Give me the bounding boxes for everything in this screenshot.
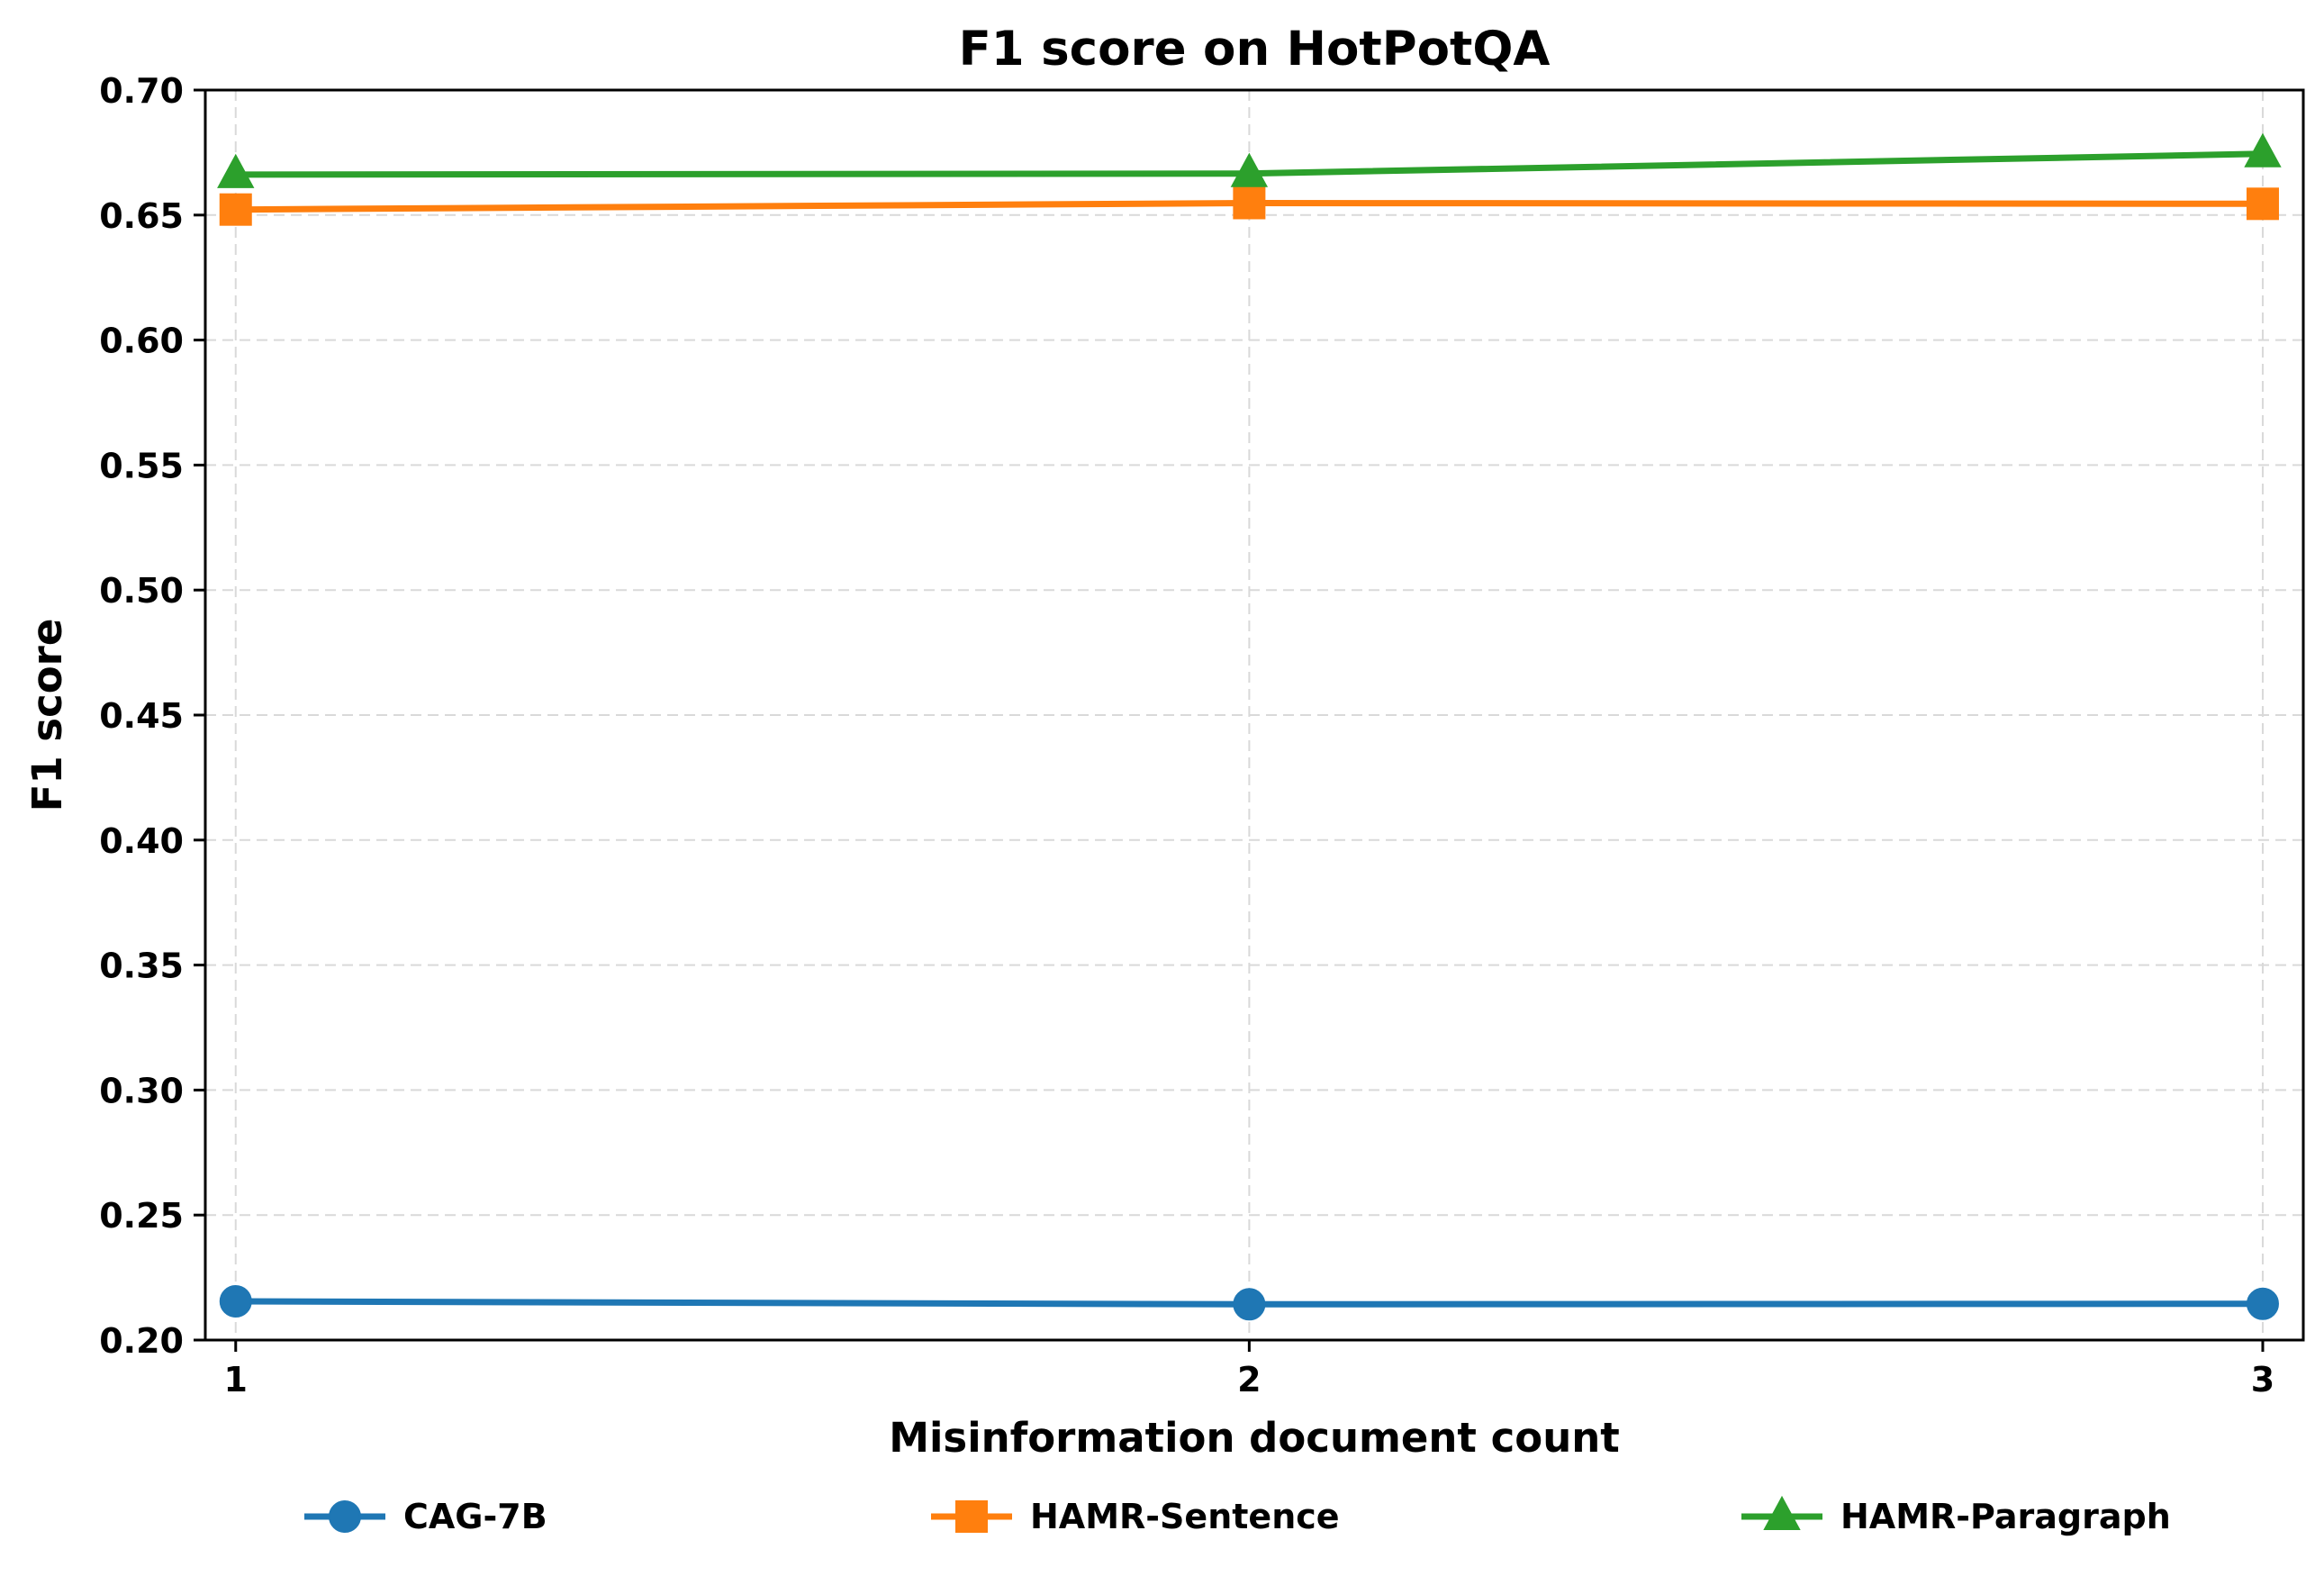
- data-point-hamr-paragraph: [217, 153, 255, 188]
- y-tick-label: 0.35: [99, 947, 184, 986]
- chart-title: F1 score on HotPotQA: [959, 22, 1551, 77]
- x-tick-label: 3: [2251, 1360, 2274, 1399]
- legend-marker-hamr-sentence: [955, 1500, 988, 1533]
- y-tick-label: 0.70: [99, 71, 184, 111]
- y-tick-label: 0.50: [99, 571, 184, 611]
- y-tick-label: 0.40: [99, 821, 184, 861]
- y-tick-label: 0.20: [99, 1321, 184, 1361]
- axis-layer: 0.20 0.25 0.30 0.35 0.40 0.45 0.50 0.55 0.60 0.65…: [99, 71, 2274, 1399]
- data-point-cag-7b: [219, 1284, 252, 1318]
- y-tick-label: 0.55: [99, 446, 184, 485]
- legend-label-hamr-paragraph: HAMR-Paragraph: [1840, 1497, 2171, 1536]
- y-axis-label: F1 score: [23, 619, 71, 812]
- y-tick-label: 0.65: [99, 196, 184, 236]
- data-point-hamr-sentence: [219, 193, 252, 226]
- y-tick-label: 0.30: [99, 1071, 184, 1110]
- data-point-hamr-sentence: [2246, 187, 2279, 221]
- series-layer: [217, 132, 2282, 1321]
- y-tick-label: 0.60: [99, 322, 184, 361]
- x-tick-label: 1: [224, 1360, 248, 1399]
- data-point-hamr-sentence: [1233, 186, 1266, 220]
- legend: CAG-7B HAMR-Sentence HAMR-Paragraph: [304, 1495, 2171, 1536]
- data-point-hamr-paragraph: [1230, 152, 1269, 187]
- plot-frame: [203, 88, 2305, 1342]
- data-point-hamr-paragraph: [2244, 132, 2282, 168]
- data-point-cag-7b: [1233, 1288, 1266, 1321]
- legend-marker-hamr-paragraph: [1763, 1495, 1801, 1530]
- legend-label-hamr-sentence: HAMR-Sentence: [1030, 1497, 1340, 1536]
- legend-label-cag-7b: CAG-7B: [403, 1497, 547, 1536]
- legend-marker-cag-7b: [329, 1500, 361, 1533]
- x-tick-label: 2: [1237, 1360, 1261, 1399]
- y-tick-label: 0.45: [99, 696, 184, 736]
- y-tick-label: 0.25: [99, 1196, 184, 1236]
- data-point-cag-7b: [2246, 1287, 2279, 1320]
- x-axis-label: Misinformation document count: [889, 1414, 1620, 1462]
